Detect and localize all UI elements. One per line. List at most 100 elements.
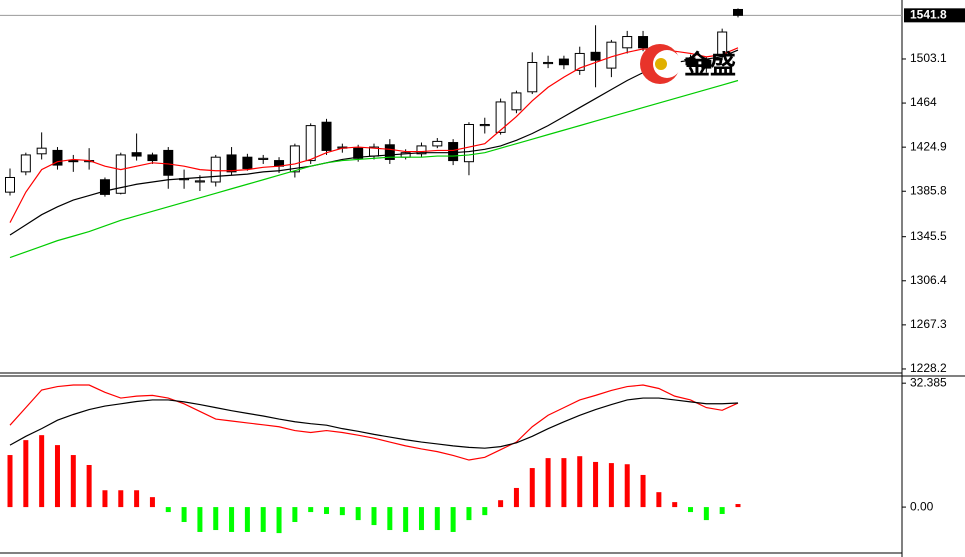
y-tick-label: 0.00 bbox=[910, 499, 934, 513]
candle-body bbox=[226, 154, 237, 173]
histogram-bar bbox=[292, 507, 298, 523]
candle-body bbox=[495, 101, 506, 133]
histogram-bar bbox=[719, 507, 725, 514]
watermark-text: 金盛 bbox=[683, 50, 736, 81]
y-tick-label: 1228.2 bbox=[910, 361, 947, 375]
candle-body bbox=[210, 156, 221, 183]
line-series bbox=[9, 397, 739, 449]
histogram-bar bbox=[7, 455, 13, 508]
histogram-bar bbox=[213, 507, 219, 531]
histogram-bar bbox=[39, 435, 45, 508]
candle-body bbox=[622, 36, 633, 49]
candle-body bbox=[305, 125, 316, 162]
histogram-bar bbox=[498, 500, 504, 508]
candle-body bbox=[52, 149, 63, 166]
histogram-bar bbox=[324, 507, 330, 514]
histogram-bar bbox=[244, 507, 250, 532]
histogram-bar bbox=[735, 504, 741, 508]
candle-body bbox=[527, 61, 538, 93]
candle-body bbox=[511, 92, 522, 111]
candle-body bbox=[479, 123, 490, 127]
logo-dot bbox=[655, 58, 667, 70]
histogram-bar bbox=[355, 507, 361, 521]
y-tick-label: 1306.4 bbox=[910, 273, 947, 287]
histogram-bar bbox=[672, 502, 678, 508]
histogram-bar bbox=[703, 507, 709, 521]
y-tick-label: 32.385 bbox=[910, 375, 947, 389]
histogram-bar bbox=[181, 507, 187, 523]
watermark: 金盛 bbox=[640, 44, 736, 84]
candle-body bbox=[99, 179, 110, 195]
candle-body bbox=[242, 156, 253, 169]
histogram-bar bbox=[624, 464, 630, 508]
histogram-bar bbox=[165, 507, 171, 513]
histogram-bar bbox=[23, 440, 29, 508]
candle-body bbox=[5, 176, 15, 193]
candle-body bbox=[20, 154, 31, 173]
candle-body bbox=[68, 160, 79, 163]
y-tick-label: 1345.5 bbox=[910, 229, 947, 243]
histogram-bar bbox=[276, 507, 282, 534]
candle-body bbox=[163, 149, 174, 176]
line-series bbox=[9, 79, 739, 259]
candle-body bbox=[194, 180, 205, 183]
marks: 1503.1 1464 1424.9 1385.8 1345.5 1306.4 1267.3… bbox=[0, 8, 965, 534]
candle-body bbox=[717, 31, 728, 57]
histogram-bar bbox=[134, 490, 140, 508]
candle-body bbox=[258, 157, 269, 160]
candle-body bbox=[558, 58, 569, 66]
histogram-bar bbox=[118, 490, 124, 508]
histogram-bar bbox=[403, 507, 409, 532]
candle-body bbox=[543, 61, 554, 65]
histogram-bar bbox=[371, 507, 377, 526]
histogram-bar bbox=[102, 490, 108, 508]
histogram-bar bbox=[54, 445, 60, 508]
histogram-bar bbox=[688, 507, 694, 513]
candle-body bbox=[733, 8, 743, 16]
histogram-bar bbox=[418, 507, 424, 531]
candle-body bbox=[289, 145, 300, 173]
candle-body bbox=[574, 52, 585, 71]
candle-body bbox=[36, 147, 47, 155]
y-tick-label: 1385.8 bbox=[910, 183, 947, 197]
histogram-bar bbox=[529, 468, 535, 508]
line-series bbox=[9, 47, 739, 223]
histogram-bar bbox=[466, 507, 472, 521]
candle-body bbox=[115, 154, 126, 194]
candle-body bbox=[416, 145, 427, 155]
candle-body bbox=[353, 147, 364, 159]
candle-body bbox=[131, 152, 142, 157]
histogram-bar bbox=[260, 507, 266, 532]
histogram-bar bbox=[149, 497, 155, 508]
histogram-bar bbox=[513, 487, 519, 508]
candle-body bbox=[448, 142, 459, 162]
last-price-tag bbox=[904, 8, 965, 23]
candle-body bbox=[606, 41, 617, 69]
line-series bbox=[9, 384, 739, 461]
histogram-bar bbox=[608, 463, 614, 508]
histogram-bar bbox=[656, 492, 662, 508]
candle-body bbox=[147, 154, 158, 162]
candle-body bbox=[701, 59, 712, 69]
histogram-bar bbox=[229, 507, 235, 532]
last-price-label: 1541.8 bbox=[910, 8, 947, 22]
histogram-bar bbox=[577, 456, 583, 508]
line-series bbox=[9, 49, 739, 236]
histogram-bar bbox=[434, 507, 440, 531]
candle-body bbox=[384, 144, 395, 160]
histogram-bar bbox=[593, 461, 599, 508]
histogram-bar bbox=[640, 474, 646, 508]
histogram-bar bbox=[70, 455, 76, 508]
candle-body bbox=[432, 140, 443, 147]
y-tick-label: 1503.1 bbox=[910, 51, 947, 65]
y-tick-label: 1464 bbox=[910, 95, 937, 109]
histogram-bar bbox=[561, 458, 567, 508]
y-tick-label: 1424.9 bbox=[910, 139, 947, 153]
histogram-bar bbox=[339, 507, 345, 516]
candle-body bbox=[463, 123, 474, 163]
y-tick-label: 1267.3 bbox=[910, 317, 947, 331]
histogram-bar bbox=[450, 507, 456, 532]
